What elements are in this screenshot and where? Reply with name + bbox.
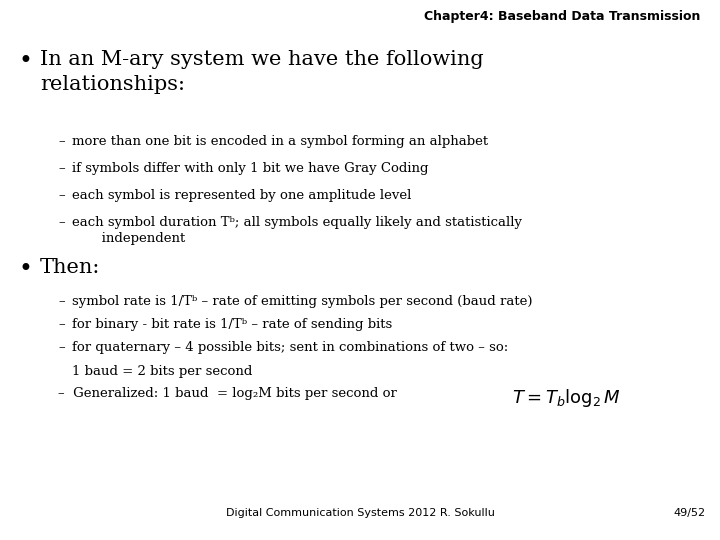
Text: 1 baud = 2 bits per second: 1 baud = 2 bits per second (72, 365, 253, 378)
Text: for quaternary – 4 possible bits; sent in combinations of two – so:: for quaternary – 4 possible bits; sent i… (72, 341, 508, 354)
Text: –: – (58, 341, 65, 354)
Text: –: – (58, 135, 65, 148)
Text: more than one bit is encoded in a symbol forming an alphabet: more than one bit is encoded in a symbol… (72, 135, 488, 148)
Text: Then:: Then: (40, 258, 100, 277)
Text: $T = T_b \log_2 M$: $T = T_b \log_2 M$ (512, 387, 621, 409)
Text: if symbols differ with only 1 bit we have Gray Coding: if symbols differ with only 1 bit we hav… (72, 162, 428, 175)
Text: –  Generalized: 1 baud  = log₂M bits per second or: – Generalized: 1 baud = log₂M bits per s… (58, 387, 397, 400)
Text: In an M-ary system we have the following
relationships:: In an M-ary system we have the following… (40, 50, 484, 94)
Text: –: – (58, 189, 65, 202)
Text: 49/52: 49/52 (674, 508, 706, 518)
Text: each symbol is represented by one amplitude level: each symbol is represented by one amplit… (72, 189, 411, 202)
Text: each symbol duration Tᵇ; all symbols equally likely and statistically
       ind: each symbol duration Tᵇ; all symbols equ… (72, 216, 522, 245)
Text: Chapter4: Baseband Data Transmission: Chapter4: Baseband Data Transmission (423, 10, 700, 23)
Text: symbol rate is 1/Tᵇ – rate of emitting symbols per second (baud rate): symbol rate is 1/Tᵇ – rate of emitting s… (72, 295, 533, 308)
Text: –: – (58, 216, 65, 229)
Text: –: – (58, 162, 65, 175)
Text: –: – (58, 295, 65, 308)
Text: –: – (58, 318, 65, 331)
Text: Digital Communication Systems 2012 R. Sokullu: Digital Communication Systems 2012 R. So… (225, 508, 495, 518)
Text: •: • (18, 258, 32, 281)
Text: •: • (18, 50, 32, 73)
Text: for binary - bit rate is 1/Tᵇ – rate of sending bits: for binary - bit rate is 1/Tᵇ – rate of … (72, 318, 392, 331)
